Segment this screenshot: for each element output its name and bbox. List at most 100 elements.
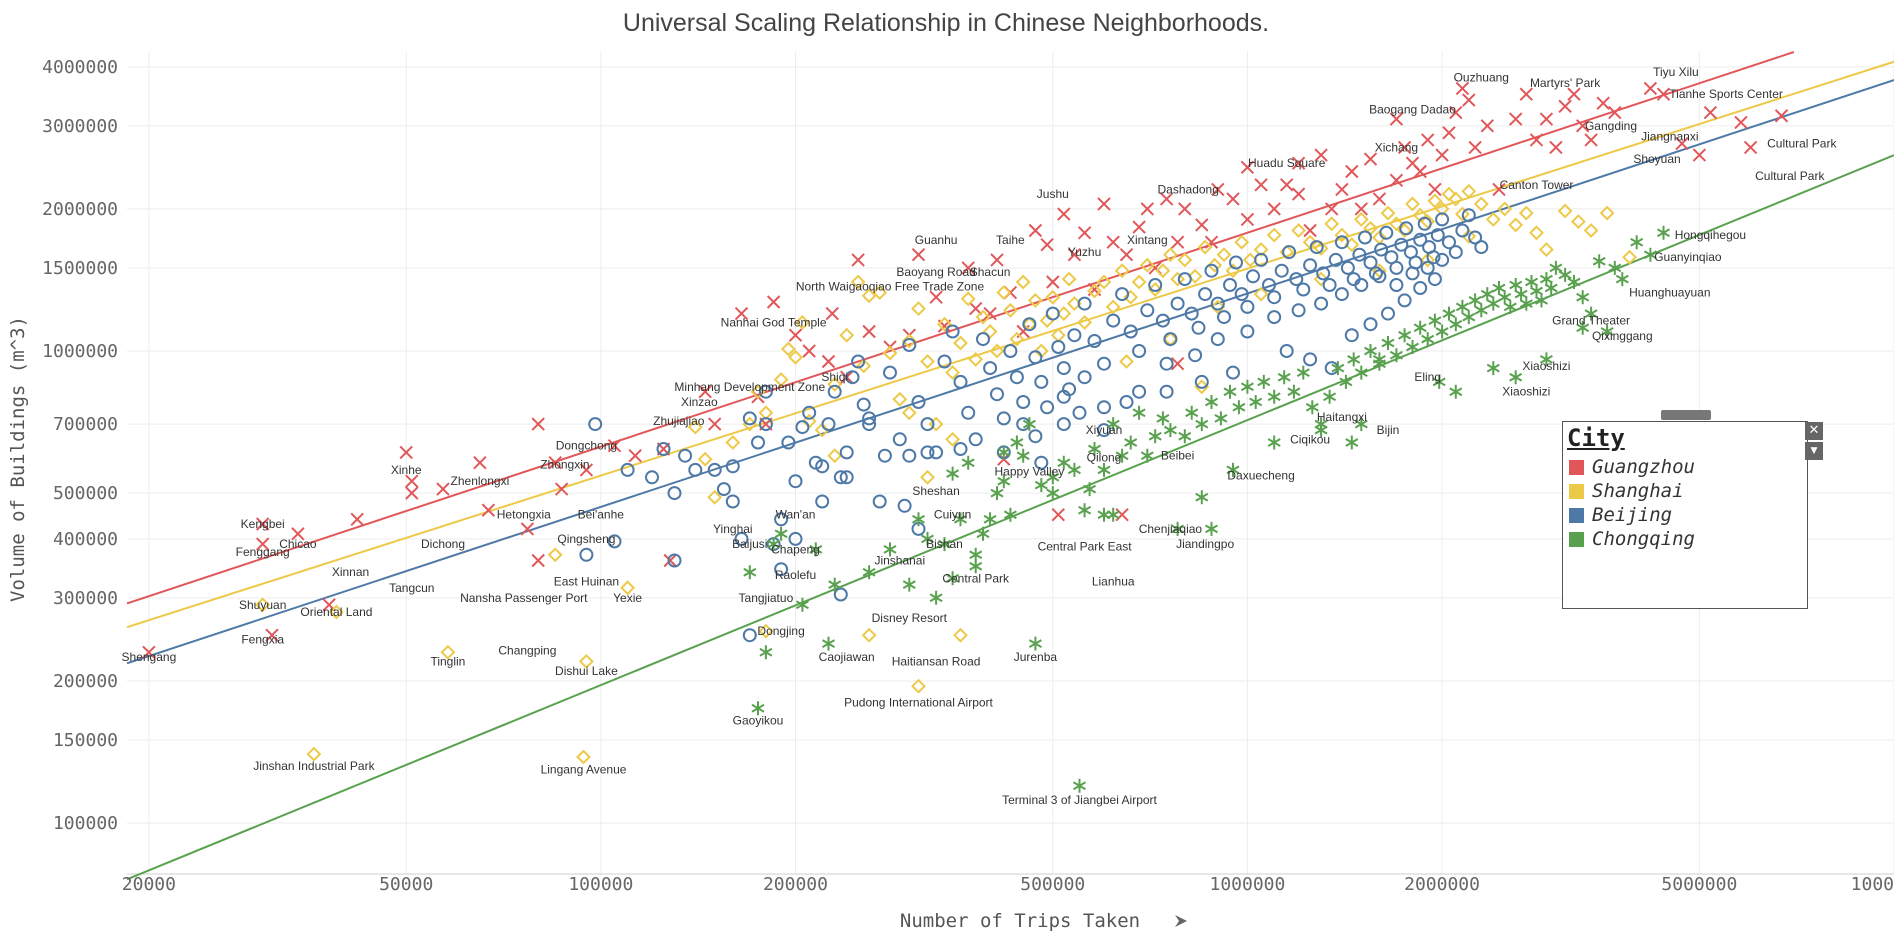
legend[interactable]: City ✕ ▼ Guangzhou Shanghai Beijing Chon… [1562, 410, 1823, 609]
data-point [554, 482, 569, 496]
data-point [766, 295, 781, 309]
data-point [1353, 211, 1369, 227]
data-point [687, 419, 703, 435]
data-point [1529, 133, 1544, 147]
data-point [1267, 290, 1282, 305]
data-point [579, 463, 594, 477]
data-point [850, 274, 866, 290]
data-point [688, 462, 703, 477]
legend-item-shanghai[interactable]: Shanghai [1569, 480, 1684, 502]
point-label: Shuyuan [239, 598, 286, 612]
data-point [1599, 205, 1615, 221]
legend-item-beijing[interactable]: Beijing [1569, 504, 1672, 526]
sort-icon[interactable] [1175, 915, 1187, 927]
chevron-down-icon[interactable]: ▼ [1805, 442, 1823, 460]
data-point [440, 644, 456, 660]
data-point [1518, 205, 1534, 221]
data-point [1045, 306, 1060, 321]
data-point [861, 288, 877, 304]
data-point [1322, 278, 1337, 292]
x-tick-label: 10000000 [1851, 874, 1894, 895]
data-point [862, 411, 877, 426]
point-label: Shoyuan [1633, 152, 1680, 166]
data-point [1352, 247, 1367, 262]
point-label: Central Park [942, 571, 1010, 585]
data-point [1372, 192, 1387, 206]
y-tick-label: 150000 [53, 730, 118, 751]
close-icon[interactable]: ✕ [1805, 422, 1823, 440]
legend-drag-handle[interactable] [1661, 410, 1711, 420]
point-label: Nansha Passenger Port [460, 591, 588, 605]
data-point [1046, 470, 1060, 485]
data-point [1313, 240, 1329, 256]
data-point [856, 397, 871, 412]
legend-item-guangzhou[interactable]: Guangzhou [1569, 456, 1695, 478]
data-point [1692, 148, 1707, 162]
data-point [953, 512, 968, 527]
data-point [1051, 507, 1066, 522]
data-point [1584, 306, 1598, 321]
point-label: Baoyang Road [896, 265, 975, 279]
y-tick-label: 100000 [53, 813, 118, 834]
data-point [1468, 293, 1482, 308]
point-label: Fenggang [236, 545, 290, 559]
data-point [1226, 365, 1240, 380]
point-label: Shiqi [821, 370, 848, 384]
point-label: Yinghai [713, 522, 753, 536]
data-point [1148, 429, 1162, 444]
data-point [473, 455, 487, 470]
data-point [1022, 317, 1037, 332]
data-point [1643, 81, 1658, 96]
data-point [725, 459, 740, 474]
data-point [1421, 332, 1435, 347]
data-point [1246, 269, 1260, 284]
data-point [607, 438, 622, 453]
data-point [751, 701, 765, 716]
data-point [833, 587, 848, 602]
data-point [1596, 96, 1610, 110]
data-point [815, 494, 830, 509]
point-label: Haitangxi [1317, 410, 1367, 424]
data-point [350, 512, 364, 527]
data-point [1656, 225, 1671, 240]
data-point [1140, 448, 1154, 463]
data-point [1455, 223, 1470, 238]
data-point [1291, 303, 1306, 318]
data-point [1492, 281, 1506, 295]
data-point [1534, 293, 1549, 308]
data-point [1354, 417, 1368, 432]
data-point [1240, 160, 1255, 175]
data-point [862, 417, 877, 432]
data-point [937, 537, 952, 552]
data-point [1379, 225, 1394, 240]
point-label: Tianhe Sports Center [1669, 87, 1783, 101]
data-point [1028, 350, 1043, 365]
data-point [1354, 365, 1368, 380]
legend-label: Shanghai [1592, 480, 1684, 502]
data-point [547, 547, 563, 563]
legend-item-chongqing[interactable]: Chongqing [1569, 528, 1695, 550]
data-point [1287, 384, 1301, 399]
point-label: Chenjiaqiao [1139, 522, 1203, 536]
data-point [1427, 193, 1443, 209]
data-point [1473, 196, 1489, 212]
data-point [758, 384, 773, 399]
data-point [929, 445, 944, 460]
data-point [902, 338, 917, 352]
data-point [1480, 119, 1495, 133]
data-point [1028, 223, 1043, 238]
data-point [1305, 400, 1319, 415]
data-point [1430, 228, 1445, 243]
data-point [1119, 395, 1134, 409]
data-point [1509, 370, 1523, 385]
data-point [1314, 296, 1329, 311]
data-point [1204, 235, 1219, 249]
data-point [1432, 374, 1446, 389]
data-point [436, 482, 450, 496]
point-label: Jiangnanxi [1641, 129, 1698, 143]
data-point [1449, 317, 1463, 332]
point-label: Dashadong [1158, 182, 1219, 196]
point-label: Shengang [122, 650, 177, 664]
data-point [1046, 275, 1060, 289]
data-point [1210, 296, 1225, 311]
